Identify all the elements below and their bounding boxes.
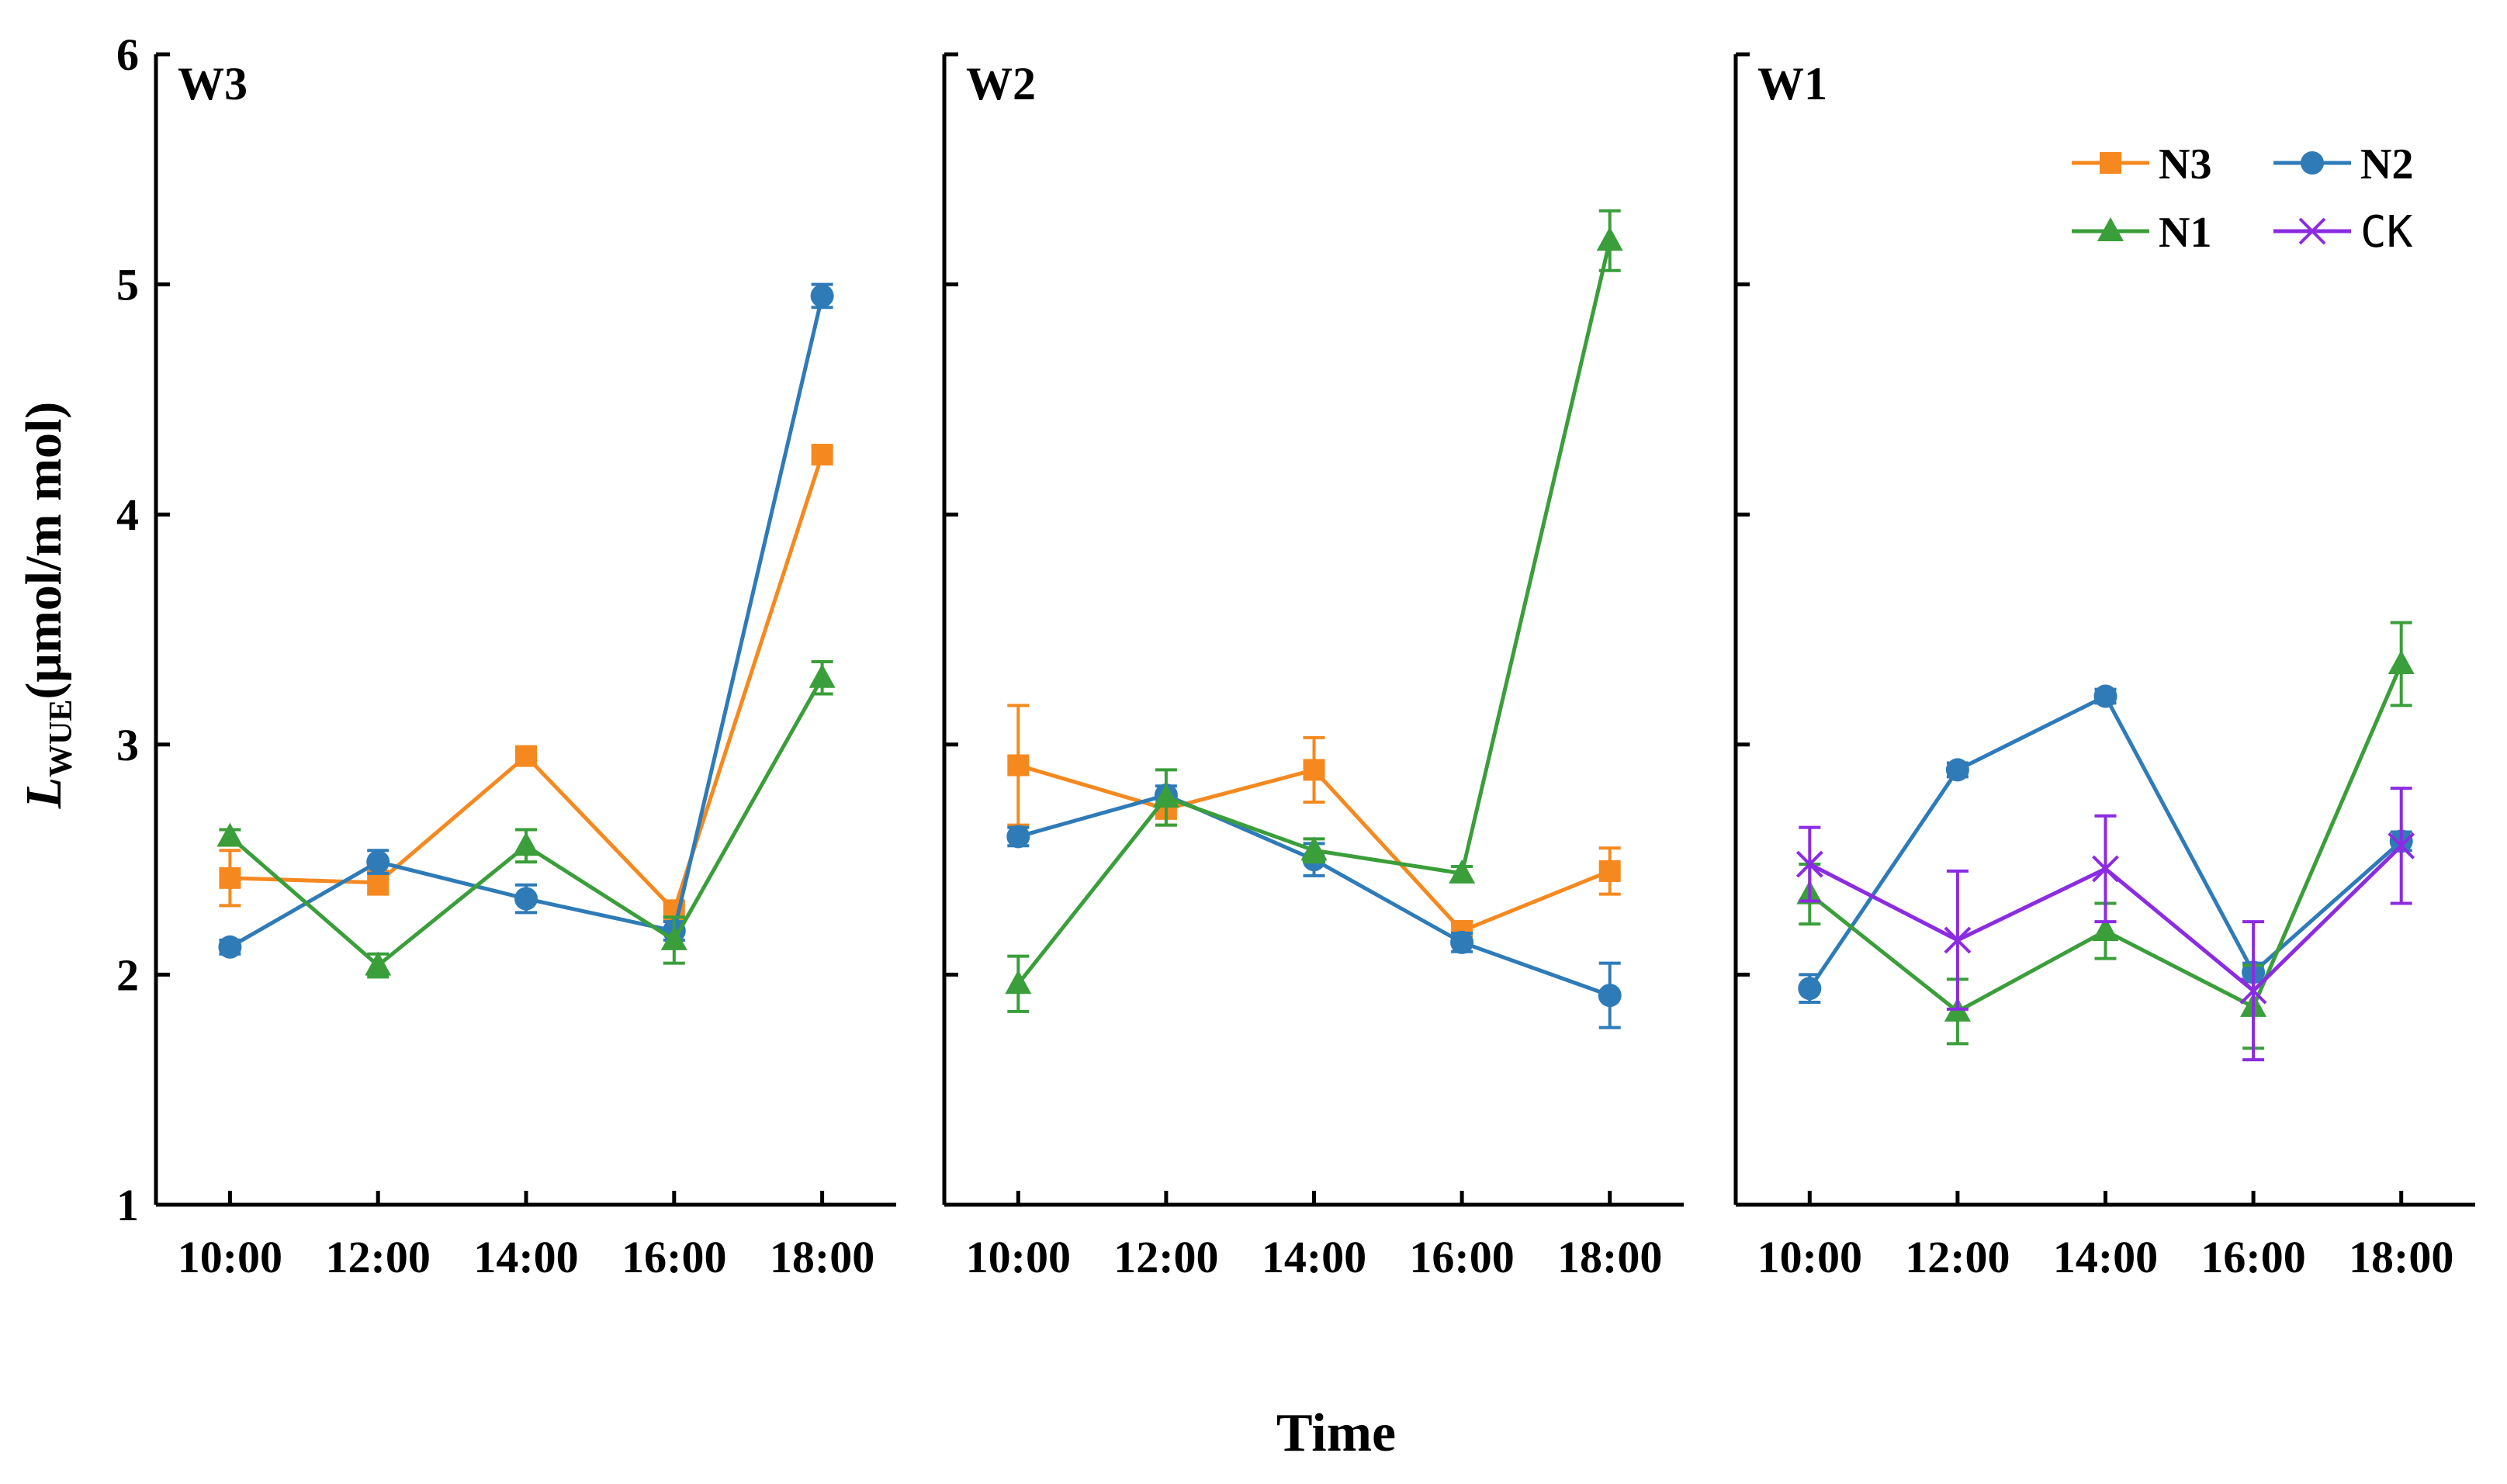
data-point	[218, 935, 242, 959]
data-point	[1945, 758, 1969, 782]
series-line	[228, 676, 824, 968]
legend-item-n1: N1	[2072, 209, 2211, 257]
series-ck	[1795, 787, 2415, 1062]
x-tick-label: 12:00	[1113, 1232, 1218, 1282]
y-tick-label: 3	[116, 720, 139, 770]
data-point	[1152, 784, 1179, 808]
data-point	[367, 871, 390, 894]
data-point	[513, 832, 539, 856]
data-point	[1596, 227, 1623, 251]
legend-label: N2	[2360, 140, 2413, 189]
data-point	[809, 663, 836, 688]
data-point	[219, 867, 241, 889]
legend-item-ck: CK	[2273, 207, 2413, 258]
y-axis-title-subscript: WUE	[43, 700, 79, 777]
x-tick-label: 12:00	[1905, 1232, 2010, 1282]
x-tick-label: 16:00	[2201, 1232, 2305, 1282]
series-n3	[1007, 704, 1621, 943]
x-tick-label: 10:00	[1757, 1232, 1862, 1282]
series-n1	[216, 660, 836, 979]
y-tick-label: 1	[116, 1180, 139, 1230]
data-point	[1449, 859, 1476, 884]
y-axis-title: LWUE(μmol/m mol)	[16, 402, 79, 810]
data-point	[1598, 860, 1621, 882]
data-point	[1300, 836, 1328, 861]
data-point	[810, 284, 834, 308]
data-point	[1795, 850, 1823, 878]
data-point	[1598, 984, 1622, 1008]
series-n1	[1796, 621, 2415, 1050]
data-point	[2388, 649, 2415, 674]
legend-marker	[2301, 151, 2324, 175]
panel-w3: 1 2 3 4 5 6 10:00 12:00 14:00 16:00 18:00 W3	[116, 29, 896, 1282]
data-point	[366, 850, 390, 874]
panel-label: W1	[1757, 58, 1827, 109]
data-point	[2092, 855, 2119, 883]
data-point	[514, 887, 538, 911]
legend-item-n2: N2	[2273, 140, 2413, 189]
legend-item-n3: N3	[2072, 140, 2211, 189]
panel-label: W2	[966, 58, 1036, 109]
y-tick-label: 6	[116, 29, 139, 80]
x-tick-label: 10:00	[966, 1232, 1071, 1282]
y-axis-title-unit: (μmol/m mol)	[16, 402, 72, 700]
legend-label: CK	[2360, 207, 2413, 258]
data-point	[1006, 825, 1030, 849]
y-tick-label: 5	[116, 260, 139, 310]
data-point	[1005, 970, 1032, 995]
data-point	[2092, 917, 2119, 942]
data-point	[1007, 754, 1030, 777]
data-point	[365, 951, 392, 976]
y-axis-title-main: L	[16, 777, 72, 809]
panel-w2: 10:00 12:00 14:00 16:00 18:00 W2	[942, 52, 1684, 1282]
x-tick-label: 16:00	[1409, 1232, 1514, 1282]
x-tick-label: 14:00	[2053, 1232, 2158, 1282]
data-point	[1450, 930, 1474, 954]
data-point	[2093, 684, 2117, 708]
legend-label: N1	[2159, 209, 2211, 257]
data-point	[1798, 977, 1822, 1001]
data-point	[1303, 759, 1325, 781]
data-point	[2388, 832, 2415, 860]
data-point	[1944, 926, 1972, 954]
series-line	[1017, 793, 1611, 998]
series-n1	[1005, 209, 1623, 1013]
legend: N3 N2 N1 CK	[2072, 140, 2413, 258]
y-tick-label: 4	[116, 489, 139, 540]
data-point	[515, 745, 537, 767]
x-tick-label: 12:00	[326, 1232, 431, 1282]
data-point	[660, 925, 687, 950]
data-point	[216, 822, 244, 847]
legend-marker	[2298, 217, 2326, 245]
x-tick-label: 14:00	[473, 1232, 578, 1282]
legend-marker	[2097, 217, 2124, 241]
x-tick-label: 16:00	[622, 1232, 726, 1282]
legend-label: N3	[2159, 140, 2211, 189]
x-tick-label: 18:00	[1557, 1232, 1662, 1282]
x-tick-label: 18:00	[2349, 1232, 2453, 1282]
panels: 1 2 3 4 5 6 10:00 12:00 14:00 16:00 18:00 W3 10:00 12…	[116, 29, 2475, 1282]
legend-marker	[2100, 152, 2121, 174]
x-tick-label: 18:00	[770, 1232, 874, 1282]
x-tick-label: 14:00	[1262, 1232, 1366, 1282]
panel-label: W3	[178, 58, 248, 109]
y-tick-label: 2	[116, 950, 139, 1000]
panel-w1: 10:00 12:00 14:00 16:00 18:00 W1	[1733, 52, 2475, 1282]
x-tick-label: 10:00	[178, 1232, 282, 1282]
data-point	[2239, 977, 2267, 1005]
x-axis-title: Time	[1276, 1403, 1396, 1463]
data-point	[811, 444, 833, 466]
